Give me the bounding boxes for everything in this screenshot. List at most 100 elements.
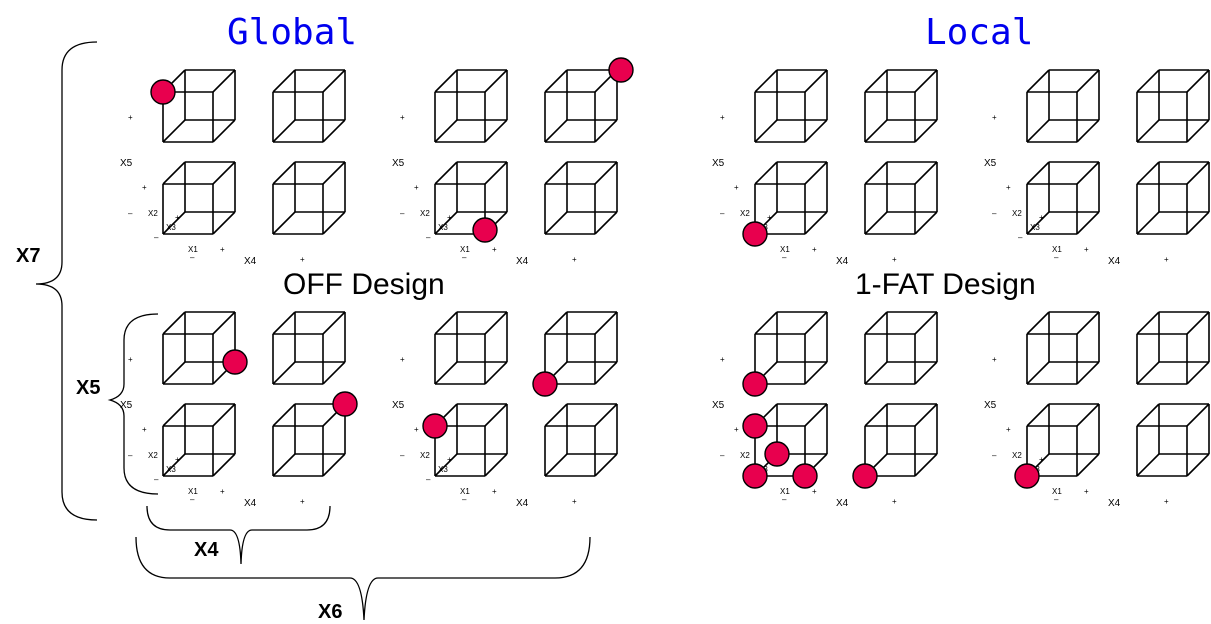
x4-axis-label: X4 [244, 498, 257, 509]
cube-edge [1076, 119, 1100, 143]
cube-edge [914, 69, 938, 93]
cube-edge [1026, 211, 1050, 235]
x1-plus-label: + [492, 487, 497, 496]
cube [544, 69, 618, 143]
x4-plus-label: + [572, 497, 577, 506]
cube-edge [914, 119, 938, 143]
x4-plus-label: + [1164, 255, 1169, 264]
cube [544, 161, 618, 235]
cube [864, 161, 938, 235]
cube-edge [544, 211, 568, 235]
x5-plus-label: + [720, 113, 725, 122]
global-off-bottom-left: +X5+– X2 +X3–X1 +– X4 + [120, 311, 358, 509]
x4-label: X4 [194, 539, 219, 561]
design-point [472, 217, 498, 243]
x2-axis-label: X2 [148, 209, 158, 218]
cube-edge [272, 119, 296, 143]
cube-edge [804, 211, 828, 235]
x1-minus-label: – [1054, 495, 1059, 504]
x5-plus-label: + [128, 355, 133, 364]
cube-edge [434, 453, 458, 477]
x5-plus-label: + [992, 355, 997, 364]
brace-x4: X4 [146, 505, 331, 565]
cube-edge [212, 453, 236, 477]
cube [1136, 161, 1210, 235]
fat-design-label: 1-FAT Design [855, 268, 1036, 301]
x4-axis-label: X4 [1108, 498, 1121, 509]
cube-edge [1136, 119, 1160, 143]
x5-axis-label: X5 [392, 158, 405, 169]
x1-plus-label: + [812, 245, 817, 254]
cube-edge [594, 311, 618, 335]
brace-x7: X7 [16, 41, 98, 521]
cube-edge [914, 361, 938, 385]
x5-axis-label: X5 [392, 400, 405, 411]
x4-axis-label: X4 [516, 498, 529, 509]
x1-axis-label: X1 [460, 487, 470, 496]
cube [1026, 311, 1100, 385]
cube [162, 161, 236, 235]
x1-plus-label: + [812, 487, 817, 496]
x2-minus-label: – [400, 209, 405, 218]
cube-edge [1136, 453, 1160, 477]
x1-minus-label: – [782, 495, 787, 504]
cube-edge [272, 311, 296, 335]
cube-edge [1186, 119, 1210, 143]
cube-edge [1136, 403, 1160, 427]
global-off-top-right: +X5+– X2 +X3–X1 +– X4 + [392, 57, 634, 267]
cube-edge [484, 361, 508, 385]
cube-edge [1186, 361, 1210, 385]
cube [1026, 403, 1100, 477]
cube-edge [484, 403, 508, 427]
x5-axis-label: X5 [120, 400, 133, 411]
cube-edge [212, 211, 236, 235]
cube-edge [1186, 311, 1210, 335]
cube-edge [272, 161, 296, 185]
cube-edge [322, 361, 346, 385]
x5-axis-label: X5 [984, 400, 997, 411]
x3-plus-label: + [447, 213, 452, 222]
x2-minus-label: – [720, 209, 725, 218]
x4-plus-label: + [892, 255, 897, 264]
x1-plus-label: + [1084, 487, 1089, 496]
cube-edge [544, 161, 568, 185]
cube [1136, 69, 1210, 143]
cube [162, 403, 236, 477]
cube-edge [162, 311, 186, 335]
x1-minus-label: – [782, 253, 787, 262]
cube-edge [272, 211, 296, 235]
x1-plus-label: + [220, 245, 225, 254]
x3-plus-label: + [447, 455, 452, 464]
cube [864, 69, 938, 143]
cube-edge [434, 69, 458, 93]
x2-minus-label: – [992, 209, 997, 218]
cube-edge [272, 69, 296, 93]
cube-edge [754, 161, 778, 185]
cube-edge [1136, 69, 1160, 93]
x1-plus-label: + [220, 487, 225, 496]
x2-minus-label: – [128, 451, 133, 460]
x4-axis-label: X4 [244, 256, 257, 267]
cube-edge [864, 119, 888, 143]
x1-axis-label: X1 [780, 487, 790, 496]
cube-edge [1076, 161, 1100, 185]
cube-edge [864, 69, 888, 93]
x1-plus-label: + [492, 245, 497, 254]
x2-plus-label: + [1006, 425, 1011, 434]
cube-edge [162, 361, 186, 385]
cube-edge [322, 161, 346, 185]
cube-edge [804, 311, 828, 335]
x5-plus-label: + [992, 113, 997, 122]
design-point [852, 463, 878, 489]
cube-edge [484, 161, 508, 185]
design-point [150, 79, 176, 105]
cube-edge [804, 403, 828, 427]
local-fat-top-right: +X5+– X2 +X3–X1 +– X4 + [984, 69, 1210, 267]
cube [1136, 403, 1210, 477]
x2-plus-label: + [142, 425, 147, 434]
x3-plus-label: + [1039, 213, 1044, 222]
x3-minus-label: – [426, 475, 431, 484]
x3-minus-label: – [1018, 233, 1023, 242]
x4-axis-label: X4 [1108, 256, 1121, 267]
cube-edge [1136, 311, 1160, 335]
